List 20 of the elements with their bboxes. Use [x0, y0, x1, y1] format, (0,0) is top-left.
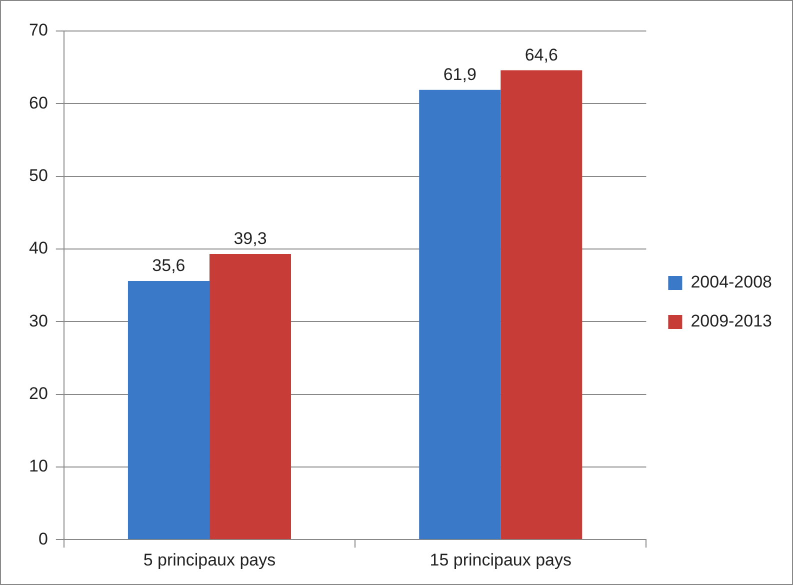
x-tick-label: 15 principaux pays: [430, 550, 572, 570]
legend-label: 2004-2008: [690, 272, 772, 292]
x-tick-label: 5 principaux pays: [143, 550, 276, 570]
bar: [500, 70, 582, 540]
y-tick-label: 50: [28, 166, 48, 185]
bar: [209, 254, 292, 540]
y-tick-label: 60: [28, 93, 48, 112]
bar: [128, 280, 210, 540]
data-label: 39,3: [234, 229, 267, 248]
y-tick-label: 70: [28, 20, 48, 40]
data-label: 64,6: [524, 45, 558, 64]
data-label: 61,9: [443, 65, 476, 84]
y-tick-label: 0: [38, 529, 48, 548]
bar: [419, 90, 501, 540]
y-tick-label: 30: [28, 311, 48, 330]
y-tick-label: 20: [28, 384, 48, 403]
y-tick-label: 10: [28, 456, 48, 476]
data-label: 35,6: [152, 256, 186, 276]
legend-label: 2009-2013: [690, 312, 772, 331]
y-tick-label: 40: [28, 238, 48, 258]
